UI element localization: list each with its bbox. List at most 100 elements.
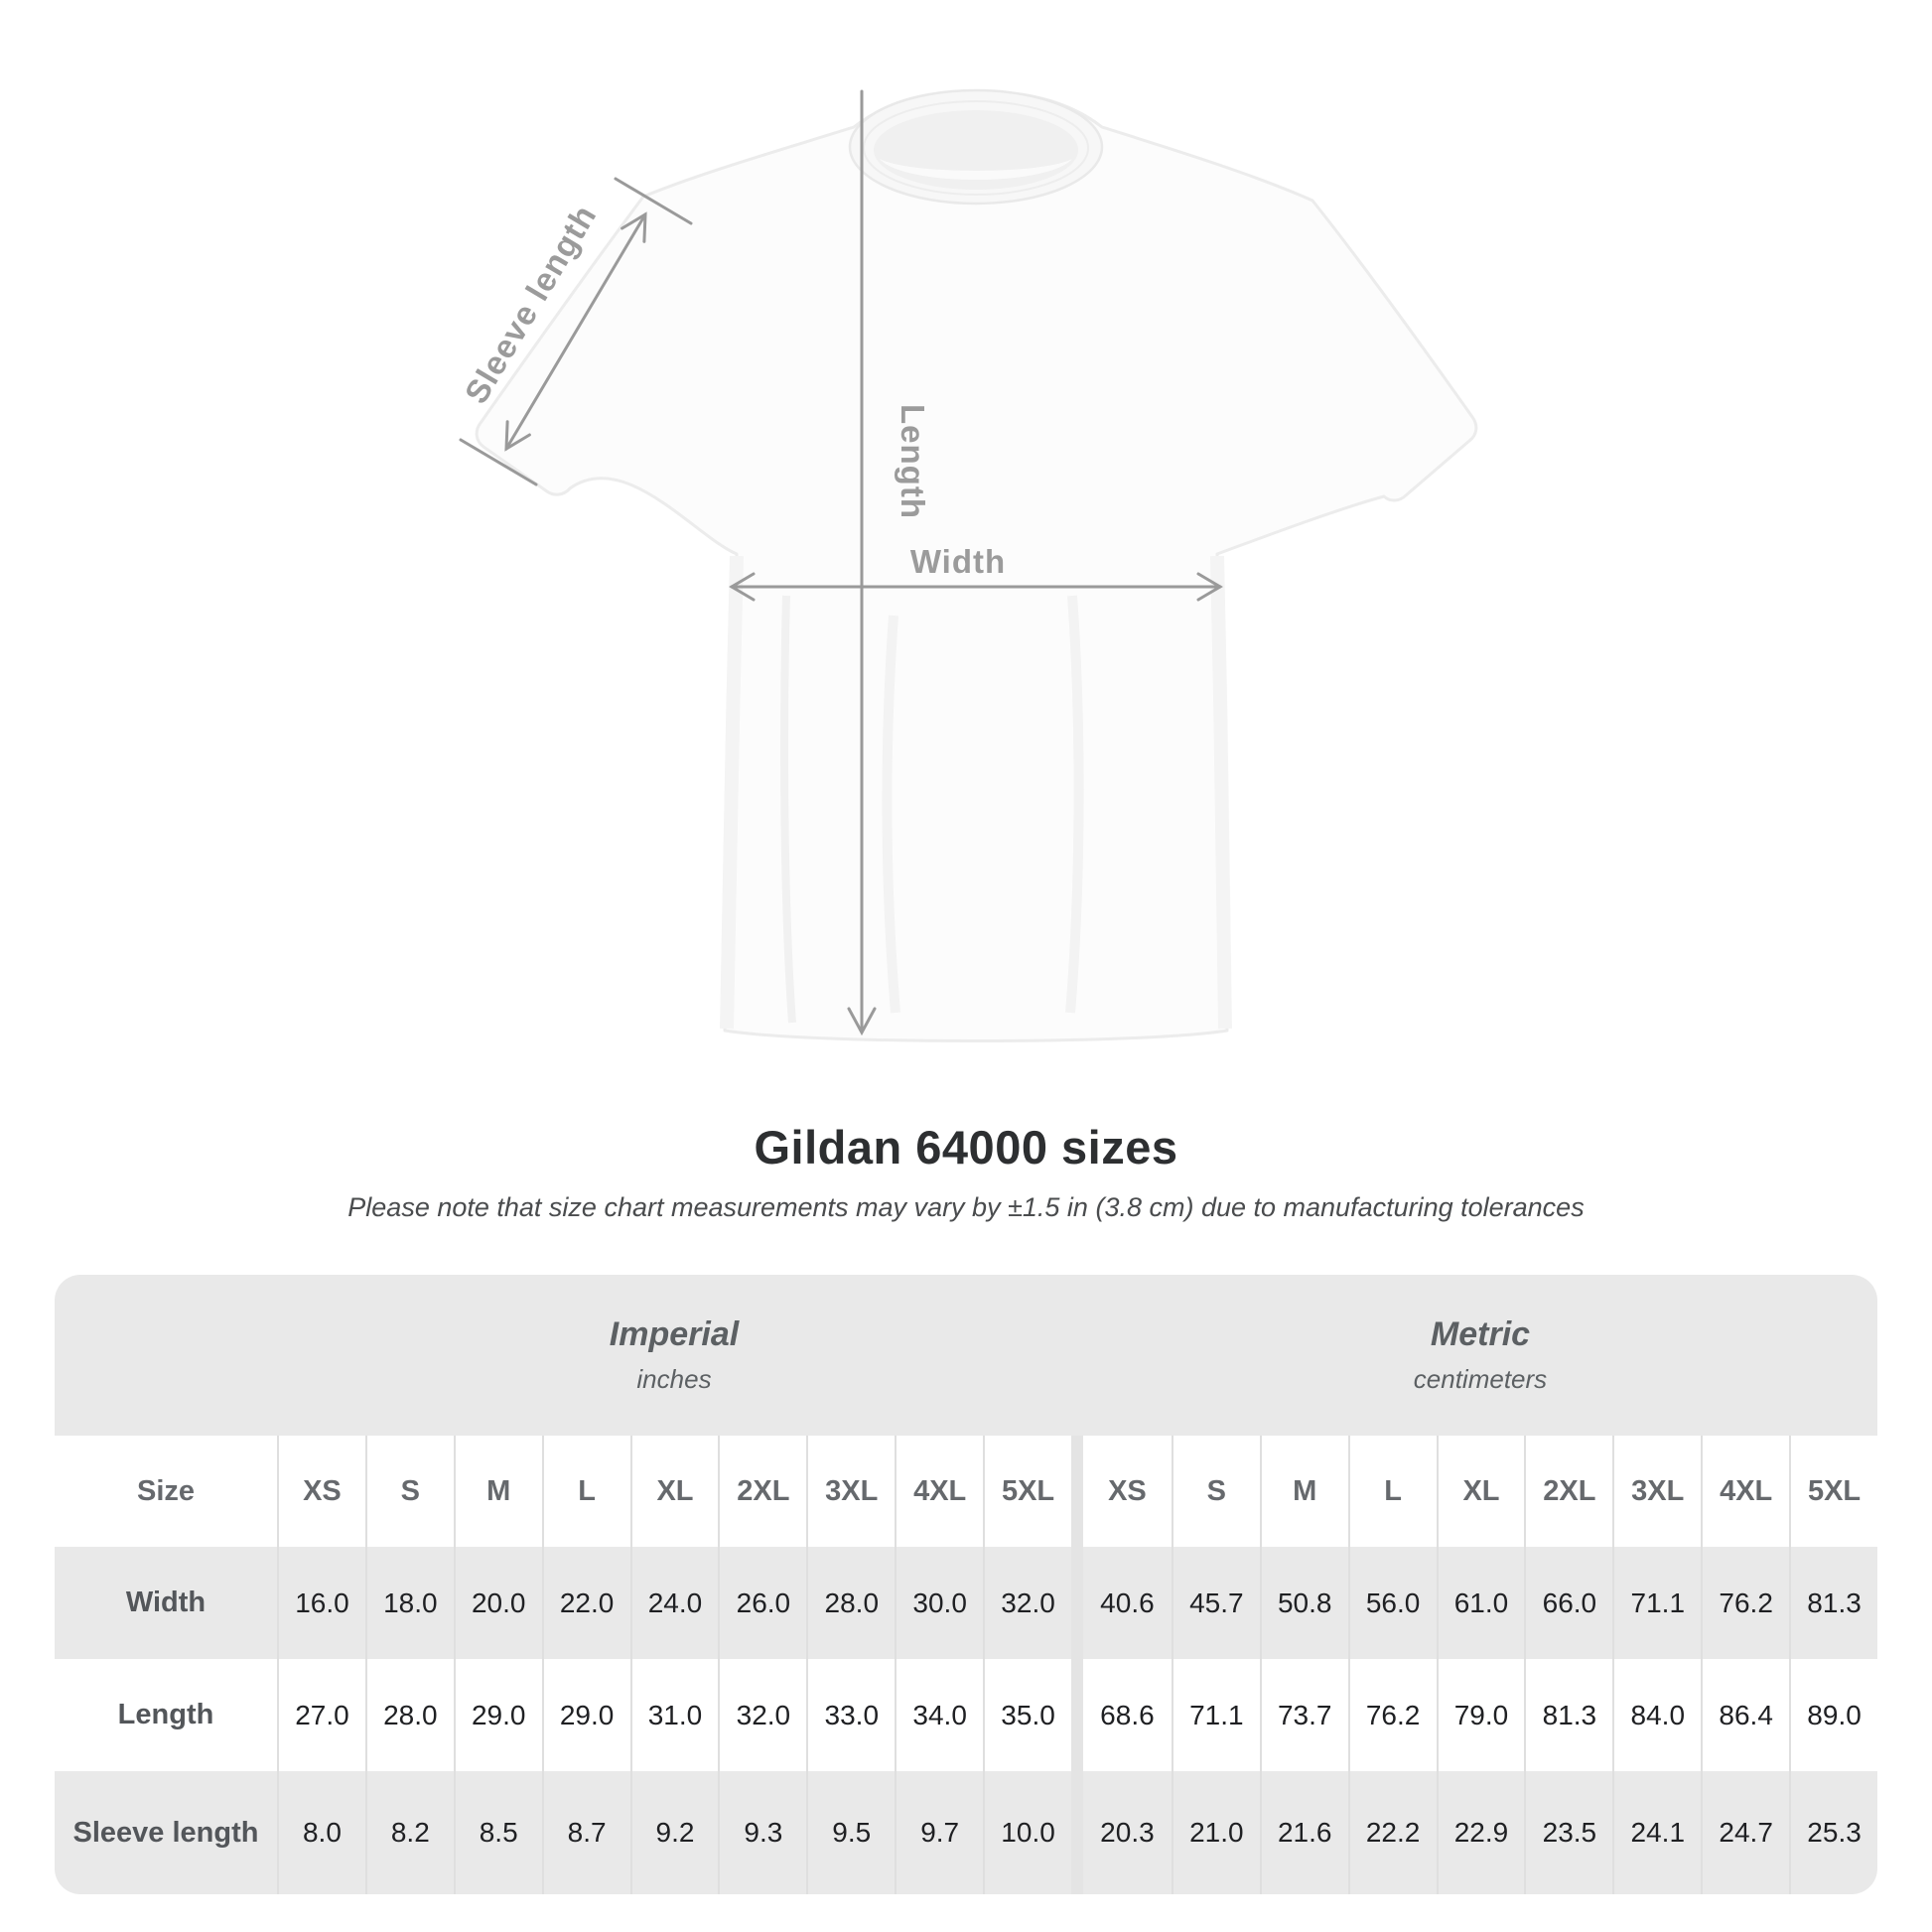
value-cell-metric: 24.7 <box>1701 1771 1789 1894</box>
value-cell-imperial: 18.0 <box>364 1547 454 1659</box>
size-col-header-imperial: 3XL <box>806 1436 896 1547</box>
size-col-header-imperial: 5XL <box>983 1436 1071 1547</box>
page-title: Gildan 64000 sizes <box>754 1121 1178 1173</box>
size-col-header-metric: M <box>1259 1436 1348 1547</box>
length-dimension-label: Length <box>895 404 931 519</box>
tshirt-measurement-diagram: Sleeve length Length Width <box>458 88 1478 1042</box>
value-cell-metric: 50.8 <box>1259 1547 1348 1659</box>
value-cell-metric: 20.3 <box>1100 1817 1155 1848</box>
tshirt-image <box>475 88 1478 1042</box>
size-col-header-metric: XL <box>1436 1436 1525 1547</box>
value-cell-imperial: 30.0 <box>895 1547 983 1659</box>
value-cell-imperial: 26.0 <box>718 1547 806 1659</box>
size-col-header-metric: 5XL <box>1789 1436 1877 1547</box>
size-col-header-imperial: 2XL <box>718 1436 807 1547</box>
value-cell-metric: 81.3 <box>1789 1547 1877 1659</box>
value-cell-metric: 22.9 <box>1436 1771 1525 1894</box>
size-col-header-metric: 3XL <box>1612 1436 1702 1547</box>
value-cell-metric: 84.0 <box>1612 1659 1702 1771</box>
length-dimension-arrow <box>847 89 877 1036</box>
size-col-header-imperial: 4XL <box>895 1436 984 1547</box>
imperial-section-header: Imperial inches <box>277 1275 1071 1436</box>
value-cell-metric: 25.3 <box>1789 1771 1877 1894</box>
value-cell-imperial: 29.0 <box>541 1659 630 1771</box>
value-cell-metric: 40.6 <box>1100 1587 1155 1618</box>
value-cell-imperial: 22.0 <box>541 1547 630 1659</box>
size-col-header-imperial: XL <box>629 1436 719 1547</box>
value-cell-metric: 76.2 <box>1701 1547 1789 1659</box>
value-cell-metric: 22.2 <box>1347 1771 1437 1894</box>
value-cell-metric: 73.7 <box>1259 1659 1348 1771</box>
value-cell-imperial: 9.7 <box>895 1771 983 1894</box>
row-label: Width <box>125 1587 207 1618</box>
value-cell-imperial: 8.2 <box>364 1771 454 1894</box>
metric-unit-label: centimeters <box>1413 1364 1548 1394</box>
value-cell-imperial: 32.0 <box>983 1547 1071 1659</box>
section-divider <box>1070 1436 1083 1547</box>
width-dimension-arrow <box>729 572 1223 602</box>
section-divider <box>1071 1275 1083 1436</box>
size-column-header: Size <box>55 1436 277 1547</box>
size-table: Imperial inches Metric centimeters Size X… <box>55 1275 1877 1894</box>
value-cell-imperial: 9.5 <box>806 1771 895 1894</box>
value-cell-imperial: 32.0 <box>718 1659 807 1771</box>
imperial-title: Imperial <box>609 1315 740 1353</box>
value-cell-metric: 89.0 <box>1789 1659 1877 1771</box>
value-cell-imperial: 8.0 <box>277 1771 365 1894</box>
value-cell-imperial: 28.0 <box>364 1659 454 1771</box>
value-cell-imperial: 34.0 <box>895 1659 984 1771</box>
value-cell-metric: 56.0 <box>1347 1547 1437 1659</box>
value-cell-imperial: 24.0 <box>629 1547 719 1659</box>
size-col-header-imperial: XS <box>277 1436 365 1547</box>
size-col-header-metric: XS <box>1082 1436 1172 1547</box>
value-cell-imperial: 10.0 <box>983 1771 1071 1894</box>
section-divider <box>1070 1547 1083 1659</box>
value-cell-imperial: 29.0 <box>453 1659 542 1771</box>
value-cell-metric: 79.0 <box>1436 1659 1525 1771</box>
tshirt-collar <box>848 88 1104 206</box>
value-cell-metric: 66.0 <box>1524 1547 1612 1659</box>
tolerance-note: Please note that size chart measurements… <box>347 1192 1585 1222</box>
size-col-header-metric: L <box>1347 1436 1437 1547</box>
size-col-header-metric: 2XL <box>1524 1436 1613 1547</box>
metric-section-header: Metric centimeters <box>1083 1275 1877 1436</box>
value-cell-metric: 23.5 <box>1524 1771 1612 1894</box>
value-cell-imperial: 20.0 <box>453 1547 542 1659</box>
size-col-header-imperial: S <box>364 1436 454 1547</box>
value-cell-imperial: 28.0 <box>806 1547 895 1659</box>
table-corner-cell <box>55 1275 277 1436</box>
value-cell-imperial: 8.5 <box>453 1771 542 1894</box>
value-cell-metric: 68.6 <box>1082 1659 1172 1771</box>
value-cell-imperial: 33.0 <box>806 1659 896 1771</box>
value-cell-metric: 24.1 <box>1612 1771 1701 1894</box>
value-cell-imperial: 9.3 <box>718 1771 806 1894</box>
value-cell-imperial: 31.0 <box>629 1659 719 1771</box>
value-cell-metric: 21.0 <box>1171 1771 1260 1894</box>
value-cell-metric: 21.6 <box>1259 1771 1348 1894</box>
value-cell-imperial: 9.2 <box>629 1771 719 1894</box>
value-cell-metric: 61.0 <box>1436 1547 1525 1659</box>
section-divider <box>1070 1659 1083 1771</box>
row-label: Length <box>55 1659 277 1771</box>
value-cell-imperial: 35.0 <box>983 1659 1071 1771</box>
value-cell-metric: 45.7 <box>1171 1547 1260 1659</box>
metric-title: Metric <box>1430 1315 1531 1353</box>
row-label: Sleeve length <box>72 1816 259 1849</box>
size-col-header-imperial: L <box>541 1436 630 1547</box>
section-divider <box>1070 1771 1083 1894</box>
size-col-header-metric: S <box>1171 1436 1260 1547</box>
value-cell-metric: 71.1 <box>1612 1547 1701 1659</box>
value-cell-metric: 86.4 <box>1701 1659 1790 1771</box>
imperial-unit-label: inches <box>636 1364 712 1394</box>
size-col-header-metric: 4XL <box>1701 1436 1790 1547</box>
width-dimension-label: Width <box>910 543 1006 580</box>
value-cell-metric: 71.1 <box>1171 1659 1260 1771</box>
sleeve-length-dimension-arrow <box>459 177 693 486</box>
value-cell-imperial: 8.7 <box>541 1771 630 1894</box>
title-block: Gildan 64000 sizes Please note that size… <box>0 1120 1932 1223</box>
value-cell-imperial: 16.0 <box>277 1547 365 1659</box>
value-cell-metric: 81.3 <box>1524 1659 1613 1771</box>
value-cell-metric: 76.2 <box>1347 1659 1437 1771</box>
value-cell-imperial: 27.0 <box>277 1659 365 1771</box>
